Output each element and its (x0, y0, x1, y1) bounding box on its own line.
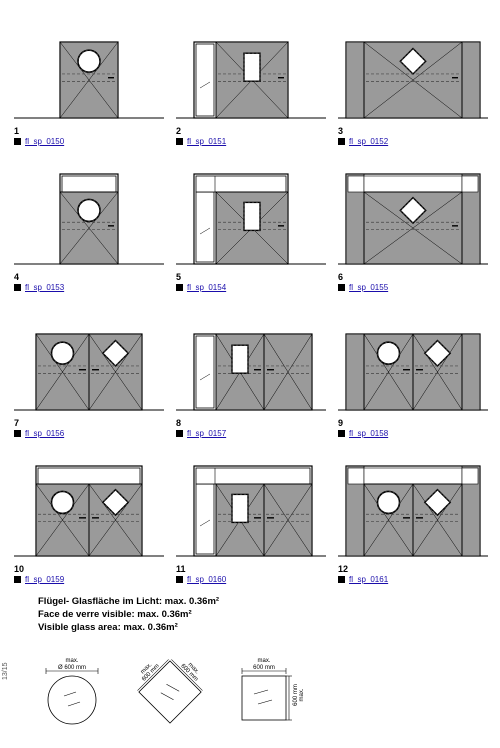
door-variant-4: 4 fl_sp_0153 (14, 170, 164, 292)
page-number: 13/15 (2, 662, 9, 680)
svg-text:Ø 600 mm: Ø 600 mm (58, 665, 86, 671)
bullet-icon (14, 138, 21, 145)
bullet-icon (338, 576, 345, 583)
door-variant-8: 8 fl_sp_0157 (176, 316, 326, 438)
variant-number: 12 (338, 564, 348, 574)
note-de: Flügel- Glasfläche im Licht: max. 0.36m² (38, 596, 462, 609)
bullet-icon (176, 138, 183, 145)
shape-square: max. 600 mm 600 mm max. (234, 654, 306, 726)
variant-number: 6 (338, 272, 343, 282)
glass-shape-options: max. Ø 600 mm 600 mm max. 600 mm max. (0, 646, 500, 748)
bullet-icon (176, 284, 183, 291)
variant-code-link[interactable]: fl_sp_0156 (25, 429, 64, 438)
door-variant-6: 6 fl_sp_0155 (338, 170, 488, 292)
bullet-icon (14, 284, 21, 291)
door-variant-9: 9 fl_sp_0158 (338, 316, 488, 438)
door-variant-7: 7 fl_sp_0156 (14, 316, 164, 438)
variant-number: 10 (14, 564, 24, 574)
bullet-icon (338, 284, 345, 291)
variant-number: 8 (176, 418, 181, 428)
variant-code-link[interactable]: fl_sp_0160 (187, 575, 226, 584)
variant-code-link[interactable]: fl_sp_0150 (25, 137, 64, 146)
variant-code-link[interactable]: fl_sp_0154 (187, 283, 226, 292)
svg-text:max.: max. (299, 689, 305, 702)
door-variant-10: 10 fl_sp_0159 (14, 462, 164, 584)
variant-number: 4 (14, 272, 19, 282)
svg-text:max.: max. (257, 658, 270, 664)
bullet-icon (338, 138, 345, 145)
variant-number: 7 (14, 418, 19, 428)
bullet-icon (14, 576, 21, 583)
variant-code-link[interactable]: fl_sp_0158 (349, 429, 388, 438)
bullet-icon (338, 430, 345, 437)
variant-number: 3 (338, 126, 343, 136)
note-en: Visible glass area: max. 0.36m² (38, 622, 462, 635)
variant-code-link[interactable]: fl_sp_0159 (25, 575, 64, 584)
variant-number: 9 (338, 418, 343, 428)
bullet-icon (176, 430, 183, 437)
door-variant-2: 2 fl_sp_0151 (176, 24, 326, 146)
door-variant-12: 12 fl_sp_0161 (338, 462, 488, 584)
door-variant-11: 11 fl_sp_0160 (176, 462, 326, 584)
variant-number: 5 (176, 272, 181, 282)
door-variant-1: 1 fl_sp_0150 (14, 24, 164, 146)
variant-number: 2 (176, 126, 181, 136)
svg-text:600 mm: 600 mm (253, 665, 275, 671)
shape-diamond: 600 mm max. 600 mm max. (132, 650, 208, 726)
svg-text:max.: max. (65, 658, 78, 664)
door-variant-5: 5 fl_sp_0154 (176, 170, 326, 292)
bullet-icon (176, 576, 183, 583)
variant-code-link[interactable]: fl_sp_0151 (187, 137, 226, 146)
variant-code-link[interactable]: fl_sp_0155 (349, 283, 388, 292)
door-variant-3: 3 fl_sp_0152 (338, 24, 488, 146)
variant-code-link[interactable]: fl_sp_0153 (25, 283, 64, 292)
shape-circle: max. Ø 600 mm (38, 654, 106, 726)
variant-code-link[interactable]: fl_sp_0157 (187, 429, 226, 438)
variant-code-link[interactable]: fl_sp_0152 (349, 137, 388, 146)
variant-number: 11 (176, 564, 186, 574)
bullet-icon (14, 430, 21, 437)
variant-number: 1 (14, 126, 19, 136)
note-fr: Face de verre visible: max. 0.36m² (38, 609, 462, 622)
variant-code-link[interactable]: fl_sp_0161 (349, 575, 388, 584)
